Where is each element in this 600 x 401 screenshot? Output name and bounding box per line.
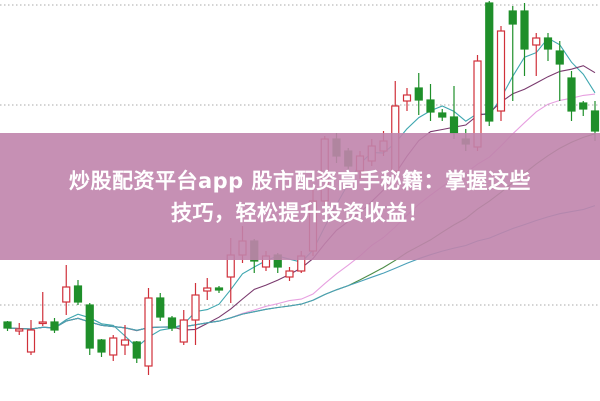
candle-down [414, 87, 423, 101]
candle-down [508, 10, 517, 25]
candle-down [50, 321, 59, 331]
candle-down [132, 341, 141, 359]
title-banner: 炒股配资平台app 股市配资高手秘籍：掌握这些 技巧，轻松提升投资收益！ [0, 133, 600, 260]
candle-down [85, 304, 94, 349]
candle-up [179, 319, 188, 343]
candle-up [109, 337, 118, 356]
candle-up [496, 30, 506, 112]
candle-down [426, 99, 435, 113]
candle-down [449, 116, 459, 134]
candle-up [402, 94, 412, 102]
title-line-2: 技巧，轻松提升投资收益！ [171, 200, 429, 225]
candle-down [97, 339, 106, 353]
candle-up [285, 270, 294, 278]
candle-up [191, 294, 200, 321]
candle-down [485, 2, 494, 122]
candle-down [543, 37, 553, 50]
candle-up [203, 287, 212, 292]
candle-up [38, 321, 47, 325]
candle-up [532, 37, 541, 46]
candle-down [167, 317, 177, 329]
candle-down [567, 77, 576, 112]
candle-up [62, 286, 71, 303]
candle-up [26, 329, 36, 353]
candle-down [214, 287, 224, 291]
candle-down [156, 297, 165, 318]
candle-down [73, 285, 83, 303]
title-line-1: 炒股配资平台app 股市配资高手秘籍：掌握这些 [68, 168, 532, 193]
candle-down [3, 321, 12, 329]
candle-up [144, 297, 153, 367]
candle-down [590, 110, 600, 132]
candle-down [520, 10, 529, 50]
candle-up [120, 339, 130, 346]
candle-down [438, 112, 447, 118]
candle-up [15, 328, 24, 332]
candle-down [579, 102, 588, 110]
candle-down [555, 50, 564, 65]
